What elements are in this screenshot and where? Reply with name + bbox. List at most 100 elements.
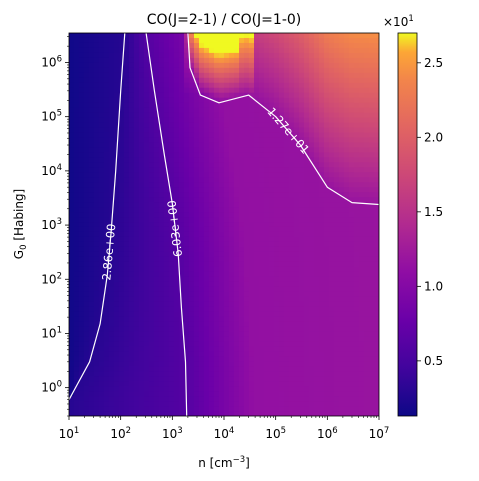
heatmap-cell [229,207,235,213]
heatmap-cell [139,197,145,203]
heatmap-cell [174,177,180,183]
heatmap-cell [214,351,220,357]
colorbar-ticks: 0.51.01.52.02.5 [417,56,443,368]
heatmap-cell [154,202,160,208]
heatmap-cell [164,87,170,94]
heatmap-cell [334,286,340,293]
heatmap-cell [164,386,170,392]
heatmap-cell [99,286,105,293]
heatmap-cell [139,361,145,367]
heatmap-cell [229,266,235,273]
heatmap-cell [144,406,150,412]
heatmap-cell [129,401,135,407]
heatmap-cell [184,286,190,293]
heatmap-cell [154,77,160,84]
heatmap-cell [239,271,245,278]
heatmap-cell [144,137,150,144]
heatmap-cell [224,241,230,248]
heatmap-cell [349,281,355,288]
heatmap-cell [199,411,205,416]
heatmap-cell [359,301,365,308]
heatmap-cell [234,117,240,124]
heatmap-cell [89,336,95,342]
heatmap-cell [339,77,345,84]
heatmap-cell [314,376,320,382]
heatmap-cell [284,231,290,238]
heatmap-cell [319,341,325,347]
heatmap-cell [359,102,365,109]
heatmap-cell [204,396,210,402]
heatmap-cell [299,351,305,357]
heatmap-cell [364,281,370,288]
heatmap-cell [89,276,95,283]
heatmap-cell [289,251,295,258]
heatmap-cell [194,192,200,198]
heatmap-cell [204,182,210,188]
heatmap-cell [239,147,245,153]
heatmap-cell [204,82,210,89]
heatmap-cell [149,361,155,367]
heatmap-cell [274,256,280,263]
heatmap-cell [364,47,370,54]
heatmap-cell [244,316,250,323]
heatmap-cell [314,37,320,44]
heatmap-cell [294,381,300,387]
heatmap-cell [279,207,285,213]
heatmap-cell [284,142,290,148]
heatmap-cell [194,261,200,268]
heatmap-cell [124,246,130,253]
heatmap-cell [314,411,320,416]
heatmap-cell [99,117,105,124]
heatmap-cell [289,246,295,253]
heatmap-cell [279,246,285,253]
heatmap-cell [334,147,340,153]
heatmap-cell [164,212,170,218]
heatmap-cell [184,172,190,178]
heatmap-cell [144,172,150,178]
heatmap-cell [329,97,335,104]
heatmap-cell [79,97,85,104]
heatmap-cell [279,192,285,198]
heatmap-cell [319,117,325,124]
heatmap-cell [174,231,180,238]
heatmap-cell [174,286,180,293]
heatmap-cell [234,381,240,387]
heatmap-cell [364,351,370,357]
heatmap-cell [94,316,100,323]
colorbar-tick-label: 2.0 [424,130,443,144]
heatmap-cell [189,222,195,228]
heatmap-cell [309,202,315,208]
heatmap-cell [224,361,230,367]
heatmap-cell [229,197,235,203]
heatmap-cell [309,157,315,163]
heatmap-cell [294,261,300,268]
heatmap-cell [239,341,245,347]
heatmap-cell [194,376,200,382]
heatmap-cell [154,281,160,288]
heatmap-cell [134,152,140,158]
heatmap-cell [79,321,85,328]
heatmap-cell [169,226,175,233]
heatmap-cell [244,122,250,129]
heatmap-cell [104,356,110,362]
heatmap-cell [184,57,190,64]
heatmap-cell [149,82,155,89]
heatmap-cell [159,42,165,49]
heatmap-cell [69,222,75,228]
heatmap-cell [134,371,140,377]
heatmap-cell [194,336,200,342]
heatmap-cell [99,47,105,54]
heatmap-cell [209,361,215,367]
heatmap-cell [74,52,80,59]
heatmap-cell [359,391,365,397]
heatmap-cell [89,57,95,64]
heatmap-cell [339,152,345,158]
heatmap-cell [114,226,120,233]
heatmap-cell [94,361,100,367]
heatmap-cell [344,241,350,248]
heatmap-cell [134,57,140,64]
heatmap-cell [279,241,285,248]
heatmap-cell [284,217,290,223]
heatmap-cell [374,401,379,407]
heatmap-cell [159,356,165,362]
